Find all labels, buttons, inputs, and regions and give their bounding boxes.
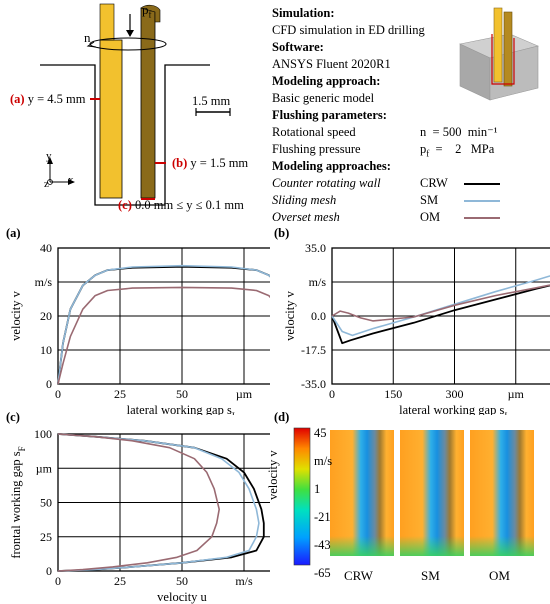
modeling-heading: Modeling approach:	[272, 74, 381, 88]
scale-label: 1.5 mm	[192, 94, 231, 108]
contour-label-om: OM	[489, 568, 510, 583]
x-tick-label: 50	[176, 574, 188, 588]
simulation-heading: Simulation:	[272, 6, 335, 20]
colorbar-tick-1: m/s	[314, 454, 333, 468]
y-axis-label: frontal working gap sF	[9, 446, 27, 558]
rotational-speed-label: Rotational speed	[272, 125, 356, 139]
rotational-speed-value: n = 500 min⁻¹	[420, 125, 498, 139]
model-3d-illustration	[459, 7, 539, 101]
colorbar-tick-2: 1	[314, 482, 321, 496]
schematic-diagram	[40, 3, 231, 206]
flushing-heading: Flushing parameters:	[272, 108, 387, 122]
workpiece-outline	[40, 64, 210, 206]
modeling-text: Basic generic model	[272, 91, 375, 105]
approach-crw-abbr: CRW	[420, 176, 448, 190]
x-tick-label: 25	[114, 387, 126, 401]
y-tick-label: 0	[46, 564, 52, 578]
x-tick-label: 50	[176, 387, 188, 401]
x-tick-label: m/s	[235, 574, 253, 588]
rotation-arrow-icon	[89, 37, 167, 51]
y-axis-label: velocity v	[283, 290, 297, 340]
label-b: (b) y = 1.5 mm	[172, 156, 249, 170]
axis-x-label: x	[68, 174, 74, 186]
contour-panel-sm	[400, 430, 464, 556]
x-tick-label: 300	[446, 387, 464, 401]
colorbar-tick-4: -43	[314, 538, 331, 552]
colorbar-tick-0: 45	[314, 426, 327, 440]
approach-sm-abbr: SM	[420, 193, 439, 207]
contour-label-sm: SM	[421, 568, 440, 583]
y-axis-label: velocity v	[9, 290, 23, 340]
label-a: (a) y = 4.5 mm	[10, 92, 86, 106]
software-text: ANSYS Fluent 2020R1	[272, 57, 391, 71]
label-pf: pf	[142, 2, 152, 20]
series-line-sm	[331, 275, 550, 337]
y-tick-label: 50	[40, 496, 52, 510]
x-tick-label: 0	[329, 387, 335, 401]
contour-panel-crw	[330, 430, 394, 556]
x-tick-label: µm	[508, 387, 525, 401]
x-axis-label: lateral working gap sL	[127, 403, 238, 415]
label-n: n	[84, 30, 91, 45]
contour-panel-om	[470, 430, 534, 556]
x-tick-label: 0	[55, 574, 61, 588]
label-c: (c) 0.0 mm ≤ y ≤ 0.1 mm	[118, 198, 244, 212]
software-heading: Software:	[272, 40, 324, 54]
series-line-crw	[331, 284, 550, 345]
x-tick-label: µm	[236, 387, 253, 401]
y-tick-label: 100	[34, 427, 52, 441]
y-tick-label: 35.0	[305, 241, 326, 255]
plot-frame	[57, 433, 270, 572]
series-line-om	[57, 433, 220, 572]
axis-z-label: z	[44, 178, 49, 190]
chart-b: 0150300µm600-35.0-17.50.0m/s35.0lateral …	[283, 241, 550, 415]
series-line-om	[331, 284, 550, 322]
simulation-text: CFD simulation in ED drilling	[272, 23, 425, 37]
panel-b-tag: (b)	[274, 226, 290, 240]
series-line-sm	[57, 433, 260, 572]
colorbar-tick-5: -65	[314, 566, 331, 580]
series-line-om	[57, 286, 270, 385]
approach-crw-name: Counter rotating wall	[272, 176, 381, 190]
colorbar	[293, 427, 311, 566]
y-tick-label: µm	[36, 461, 53, 475]
flushing-pressure-label: Flushing pressure	[272, 142, 361, 156]
y-tick-label: 25	[40, 530, 52, 544]
tool-electrode-left	[99, 39, 123, 199]
approach-om-abbr: OM	[420, 210, 441, 224]
approach-sm-name: Sliding mesh	[272, 193, 337, 207]
x-tick-label: 25	[114, 574, 126, 588]
colorbar-tick-3: -21	[314, 510, 331, 524]
y-tick-label: -35.0	[301, 377, 326, 391]
contour-panel	[293, 427, 534, 566]
chart-c: 0 25 50 m/s 0 25 50 µm 100 velocity u frontal work…	[9, 427, 270, 604]
y-tick-label: 10	[40, 343, 52, 357]
y-tick-label: 0.0	[311, 309, 326, 323]
y-tick-label: m/s	[309, 275, 327, 289]
panel-c-tag: (c)	[6, 410, 20, 424]
y-tick-label: 40	[40, 241, 52, 255]
approach-legend-swatches	[464, 183, 500, 219]
flushing-pressure-value: pf = 2 MPa	[420, 142, 495, 159]
axis-y-label: y	[46, 150, 52, 162]
y-tick-label: m/s	[35, 275, 53, 289]
plot-frame	[57, 247, 270, 385]
y-tick-label: -17.5	[301, 343, 326, 357]
approaches-heading: Modeling approaches:	[272, 159, 391, 173]
series-line-crw	[57, 265, 270, 385]
x-axis-label: velocity u	[157, 590, 207, 604]
contour-ylabel: velocity v	[266, 450, 280, 500]
panel-a-tag: (a)	[6, 226, 21, 240]
x-axis-label: lateral working gap sL	[399, 403, 510, 415]
approach-om-name: Overset mesh	[272, 210, 340, 224]
contour-label-crw: CRW	[344, 568, 373, 583]
x-tick-label: 0	[55, 387, 61, 401]
y-tick-label: 20	[40, 309, 52, 323]
x-tick-label: 150	[384, 387, 402, 401]
tool-electrode-right	[140, 7, 156, 199]
series-line-sm	[57, 264, 270, 385]
y-tick-label: 0	[46, 377, 52, 391]
panel-d-tag: (d)	[274, 410, 290, 424]
